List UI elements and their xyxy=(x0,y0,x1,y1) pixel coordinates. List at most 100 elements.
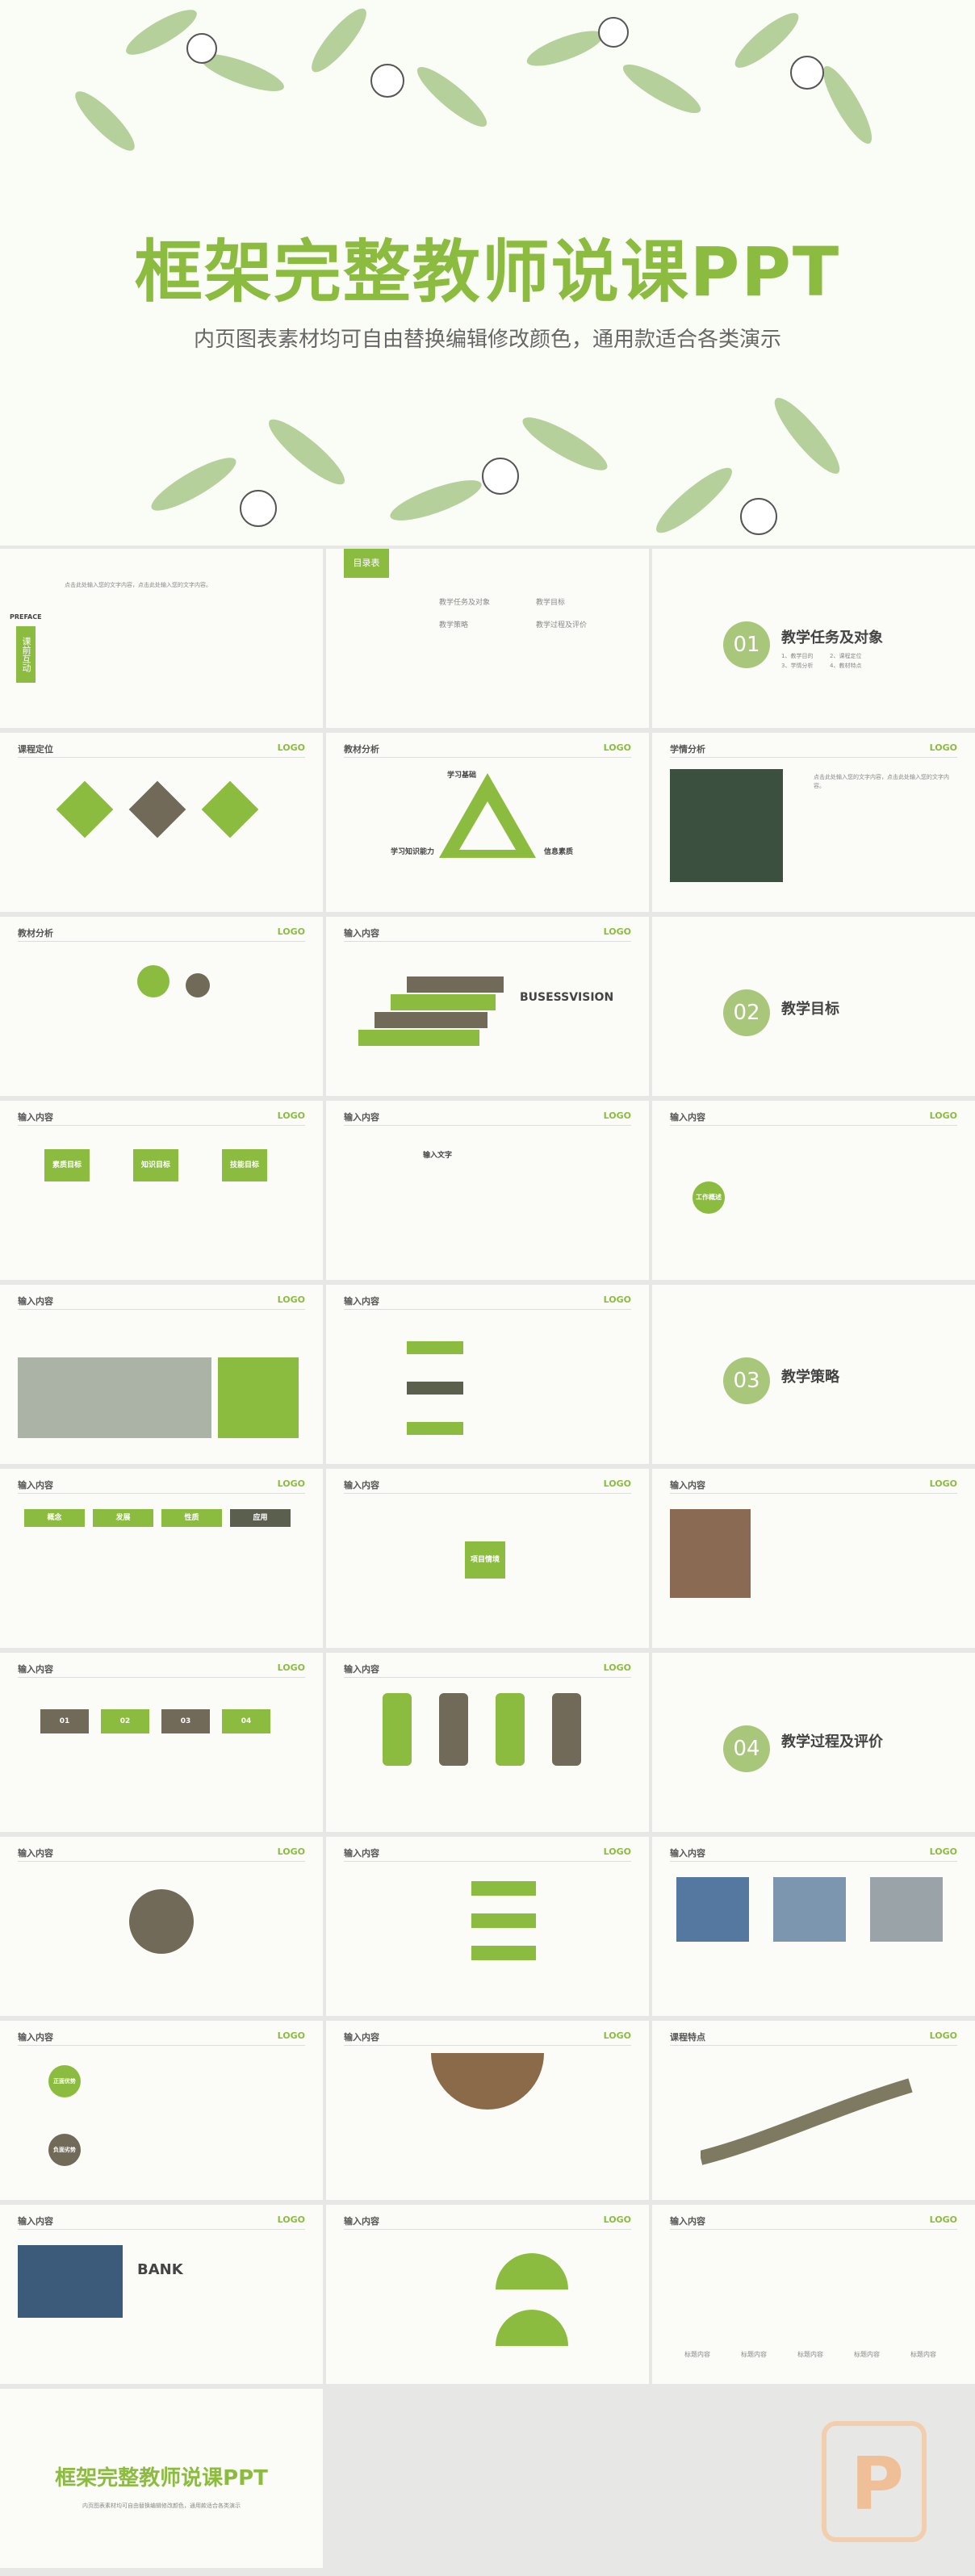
logo: LOGO xyxy=(277,1662,305,1673)
slide-course[interactable]: 课程定位 LOGO xyxy=(0,733,323,912)
logo: LOGO xyxy=(277,926,305,937)
cover-slide[interactable]: 框架完整教师说课PPT 内页图表素材均可自由替换编辑修改颜色，通用款适合各类演示 xyxy=(0,0,975,546)
closing-subtitle: 内页图表素材均可自由替换编辑修改颜色，通用款适合各类演示 xyxy=(82,2503,241,2509)
logo: LOGO xyxy=(603,2214,631,2225)
slide-section-4[interactable]: 04 教学过程及评价 xyxy=(652,1653,975,1832)
slide-classroom[interactable]: 输入内容 LOGO xyxy=(652,1469,975,1648)
slide-closing[interactable]: 框架完整教师说课PPT 内页图表素材均可自由替换编辑修改颜色，通用款适合各类演示 xyxy=(0,2389,323,2568)
slide-flow[interactable]: 输入内容 LOGO xyxy=(326,1837,649,2016)
slide-header: 教材分析 xyxy=(18,928,53,939)
input-text-label: 输入文字 xyxy=(423,1152,453,1160)
logo: LOGO xyxy=(603,1846,631,1857)
leaf-decoration-top xyxy=(75,8,872,151)
slide-header: 输入内容 xyxy=(18,1848,53,1859)
label-learn-ability: 学习知识能力 xyxy=(391,848,435,856)
slide-header: 输入内容 xyxy=(344,1848,379,1859)
cover-title: 框架完整教师说课PPT xyxy=(134,232,841,312)
slide-project[interactable]: 输入内容 LOGO 项目情境 xyxy=(326,1469,649,1648)
slide-section-2[interactable]: 02 教学目标 xyxy=(652,917,975,1096)
slide-header: 输入内容 xyxy=(18,1480,53,1491)
logo: LOGO xyxy=(603,1294,631,1305)
section-1-sub-2: 2、课程定位 xyxy=(830,653,862,659)
toc-item-4[interactable]: 教学过程及评价 xyxy=(536,621,588,629)
logo: LOGO xyxy=(929,1110,957,1121)
slide-header: 课程特点 xyxy=(670,2032,705,2043)
slide-cycle[interactable]: 输入内容 LOGO xyxy=(0,1837,323,2016)
slide-section-1[interactable]: 01 教学任务及对象 1、教学目的 2、课程定位 3、学情分析 4、教材特点 xyxy=(652,549,975,728)
slide-arrows[interactable]: 输入内容 LOGO xyxy=(326,1285,649,1464)
closing-title: 框架完整教师说课PPT xyxy=(55,2466,268,2490)
goal-3: 技能目标 xyxy=(222,1149,267,1181)
slide-header: 输入内容 xyxy=(18,2216,53,2227)
slide-textbook[interactable]: 教材分析 LOGO xyxy=(0,917,323,1096)
slide-preface[interactable]: PREFACE 课前互动 点击此处输入您的文字内容，点击此处输入您的文字内容。 xyxy=(0,549,323,728)
slide-header: 输入内容 xyxy=(344,1480,379,1491)
section-3-title: 教学策略 xyxy=(781,1369,839,1386)
slide-input-1[interactable]: 输入内容 LOGO 输入文字 xyxy=(326,1101,649,1280)
section-4-num: 04 xyxy=(723,1725,770,1772)
slide-header: 输入内容 xyxy=(18,1112,53,1123)
preface-label-en: PREFACE xyxy=(10,613,42,621)
tag-4: 标题内容 xyxy=(854,2351,880,2358)
slide-toc[interactable]: 目录表 教学任务及对象 教学目标 教学策略 教学过程及评价 xyxy=(326,549,649,728)
slide-goals[interactable]: 输入内容 LOGO 素质目标 知识目标 技能目标 xyxy=(0,1101,323,1280)
slide-header: 输入内容 xyxy=(344,928,379,939)
slide-pros-cons[interactable]: 输入内容 LOGO 正面优势 负面劣势 xyxy=(0,2021,323,2200)
step-3: 03 xyxy=(161,1709,210,1733)
positive-circle: 正面优势 xyxy=(48,2065,81,2097)
slide-header: 输入内容 xyxy=(670,1848,705,1859)
logo: LOGO xyxy=(929,1846,957,1857)
slide-steps[interactable]: 输入内容 LOGO 01 02 03 04 xyxy=(0,1653,323,1832)
logo: LOGO xyxy=(603,1110,631,1121)
section-3-num: 03 xyxy=(723,1357,770,1404)
slide-header: 输入内容 xyxy=(344,1664,379,1675)
slide-tags[interactable]: 输入内容 LOGO 标题内容 标题内容 标题内容 标题内容 标题内容 xyxy=(652,2205,975,2384)
logo: LOGO xyxy=(929,2030,957,2041)
toc-item-3[interactable]: 教学策略 xyxy=(439,621,469,629)
section-1-sub-4: 4、教材特点 xyxy=(830,663,862,669)
logo: LOGO xyxy=(929,1478,957,1489)
section-1-sub-3: 3、学情分析 xyxy=(781,663,814,669)
goal-1: 素质目标 xyxy=(44,1149,90,1181)
triangle-diagram xyxy=(439,773,536,858)
slide-header: 输入内容 xyxy=(670,2216,705,2227)
logo: LOGO xyxy=(603,1662,631,1673)
slide-bars[interactable]: 输入内容 LOGO xyxy=(326,1653,649,1832)
slide-bank[interactable]: 输入内容 LOGO BANK xyxy=(0,2205,323,2384)
section-1-sub-1: 1、教学目的 xyxy=(781,653,814,659)
logo: LOGO xyxy=(277,2214,305,2225)
slide-half-circle[interactable]: 输入内容 LOGO xyxy=(326,2021,649,2200)
cover-subtitle: 内页图表素材均可自由替换编辑修改颜色，通用款适合各类演示 xyxy=(193,328,781,352)
slide-header: 输入内容 xyxy=(344,2032,379,2043)
student-text: 点击此处输入您的文字内容，点击此处输入您的文字内容。 xyxy=(814,774,949,789)
slide-header: 输入内容 xyxy=(18,1664,53,1675)
toc-badge: 目录表 xyxy=(344,549,389,578)
slide-material[interactable]: 教材分析 LOGO 学习基础 学习知识能力 信息素质 xyxy=(326,733,649,912)
section-1-title: 教学任务及对象 xyxy=(781,629,883,646)
slide-gauges[interactable]: 输入内容 LOGO xyxy=(326,2205,649,2384)
slide-work[interactable]: 输入内容 LOGO 工作概述 xyxy=(652,1101,975,1280)
slide-books[interactable]: 输入内容 LOGO BUSESSVISION xyxy=(326,917,649,1096)
slide-feature[interactable]: 课程特点 LOGO xyxy=(652,2021,975,2200)
chalkboard-photo xyxy=(670,769,783,882)
slide-chevrons[interactable]: 输入内容 LOGO 概念 发展 性质 应用 xyxy=(0,1469,323,1648)
work-circle: 工作概述 xyxy=(693,1181,725,1214)
toc-item-2[interactable]: 教学目标 xyxy=(536,599,566,607)
tag-3: 标题内容 xyxy=(797,2351,823,2358)
step-1: 01 xyxy=(40,1709,89,1733)
slide-header: 教材分析 xyxy=(344,744,379,755)
slide-photo-1[interactable]: 输入内容 LOGO xyxy=(0,1285,323,1464)
section-2-title: 教学目标 xyxy=(781,1001,839,1018)
tag-5: 标题内容 xyxy=(910,2351,936,2358)
slide-photos-2[interactable]: 输入内容 LOGO xyxy=(652,1837,975,2016)
toc-item-1[interactable]: 教学任务及对象 xyxy=(439,599,491,607)
slide-student[interactable]: 学情分析 LOGO 点击此处输入您的文字内容，点击此处输入您的文字内容。 xyxy=(652,733,975,912)
watermark-logo: P xyxy=(822,2421,927,2542)
slide-section-3[interactable]: 03 教学策略 xyxy=(652,1285,975,1464)
slide-header: 输入内容 xyxy=(344,2216,379,2227)
logo: LOGO xyxy=(277,742,305,753)
negative-circle: 负面劣势 xyxy=(48,2134,81,2166)
slide-header: 输入内容 xyxy=(344,1112,379,1123)
slide-header: 输入内容 xyxy=(670,1112,705,1123)
busess-label: BUSESSVISION xyxy=(520,991,614,1004)
